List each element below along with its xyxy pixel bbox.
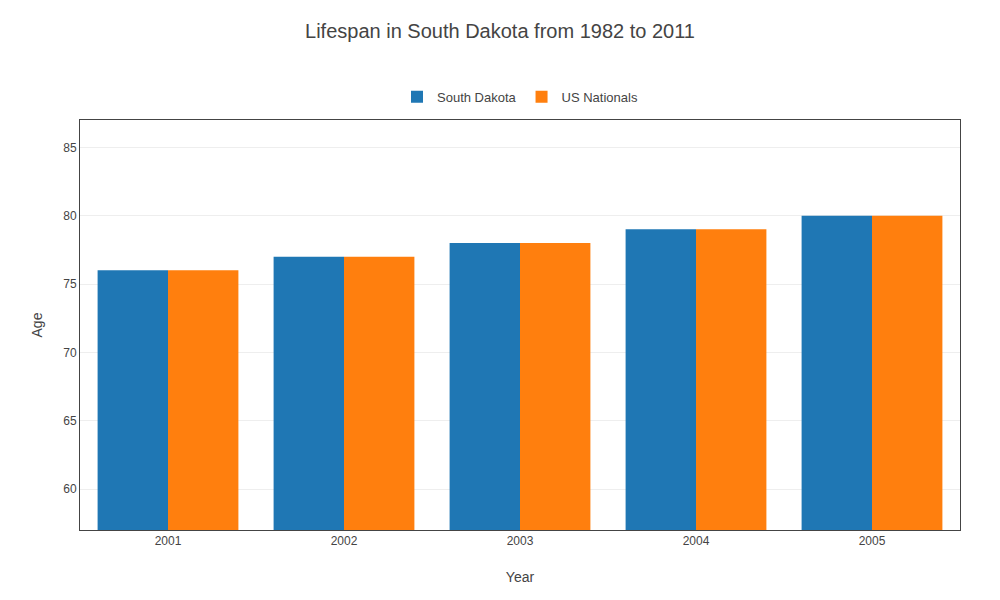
svg-text:US Nationals: US Nationals <box>562 90 638 105</box>
svg-text:Year: Year <box>506 569 535 585</box>
svg-text:2004: 2004 <box>683 534 710 548</box>
svg-text:2005: 2005 <box>859 534 886 548</box>
svg-text:75: 75 <box>63 277 77 291</box>
svg-text:Lifespan in South Dakota from: Lifespan in South Dakota from 1982 to 20… <box>305 20 695 42</box>
svg-text:60: 60 <box>63 482 77 496</box>
svg-text:70: 70 <box>63 346 77 360</box>
svg-text:South Dakota: South Dakota <box>437 90 517 105</box>
svg-text:85: 85 <box>63 141 77 155</box>
svg-text:65: 65 <box>63 414 77 428</box>
svg-text:2002: 2002 <box>331 534 358 548</box>
svg-text:2001: 2001 <box>155 534 182 548</box>
svg-text:2003: 2003 <box>507 534 534 548</box>
svg-text:80: 80 <box>63 209 77 223</box>
svg-text:Age: Age <box>29 312 45 337</box>
